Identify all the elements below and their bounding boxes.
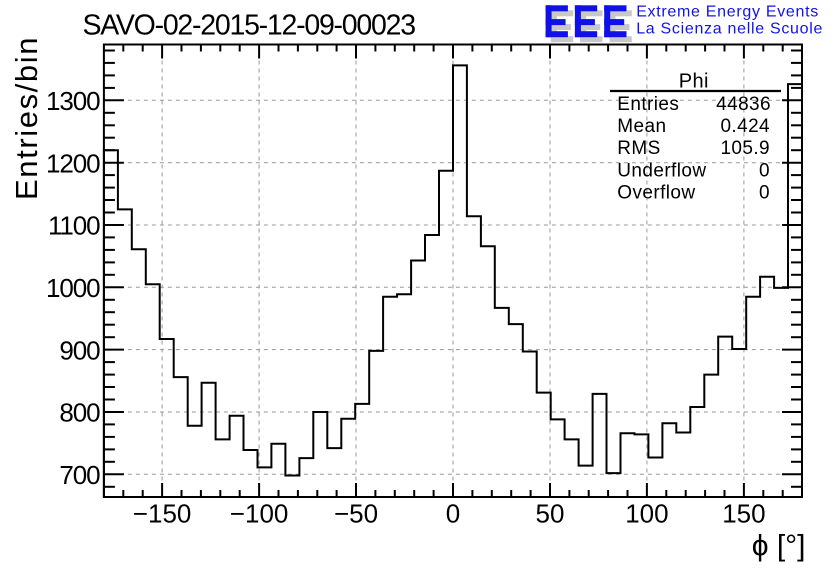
- svg-text:Extreme Energy Events: Extreme Energy Events: [636, 3, 819, 20]
- svg-text:−150: −150: [133, 498, 192, 528]
- svg-text:Entries/bin: Entries/bin: [9, 36, 44, 200]
- svg-text:Mean: Mean: [617, 116, 666, 137]
- svg-text:−100: −100: [230, 498, 289, 528]
- svg-text:ϕ [°]: ϕ [°]: [752, 530, 806, 563]
- svg-text:0.424: 0.424: [720, 116, 770, 137]
- svg-text:Entries: Entries: [617, 94, 679, 115]
- svg-text:1100: 1100: [48, 211, 100, 241]
- svg-text:RMS: RMS: [617, 138, 660, 159]
- svg-text:1300: 1300: [46, 86, 100, 116]
- svg-text:150: 150: [722, 498, 765, 528]
- svg-text:Phi: Phi: [679, 70, 709, 92]
- svg-text:700: 700: [59, 460, 100, 490]
- svg-text:44836: 44836: [716, 94, 771, 115]
- svg-text:SAVO-02-2015-12-09-00023: SAVO-02-2015-12-09-00023: [83, 10, 416, 42]
- svg-text:0: 0: [446, 498, 460, 528]
- svg-text:−50: −50: [334, 498, 378, 528]
- svg-text:0: 0: [759, 183, 770, 204]
- svg-text:900: 900: [59, 335, 100, 365]
- svg-text:0: 0: [759, 160, 770, 181]
- svg-text:La Scienza nelle Scuole: La Scienza nelle Scuole: [636, 21, 823, 38]
- svg-text:Overflow: Overflow: [617, 183, 695, 204]
- svg-text:800: 800: [59, 398, 100, 428]
- svg-text:105.9: 105.9: [720, 138, 770, 159]
- svg-text:50: 50: [536, 498, 565, 528]
- svg-text:1200: 1200: [46, 148, 100, 178]
- svg-text:100: 100: [625, 498, 668, 528]
- svg-text:Underflow: Underflow: [617, 160, 706, 181]
- svg-text:1000: 1000: [46, 273, 100, 303]
